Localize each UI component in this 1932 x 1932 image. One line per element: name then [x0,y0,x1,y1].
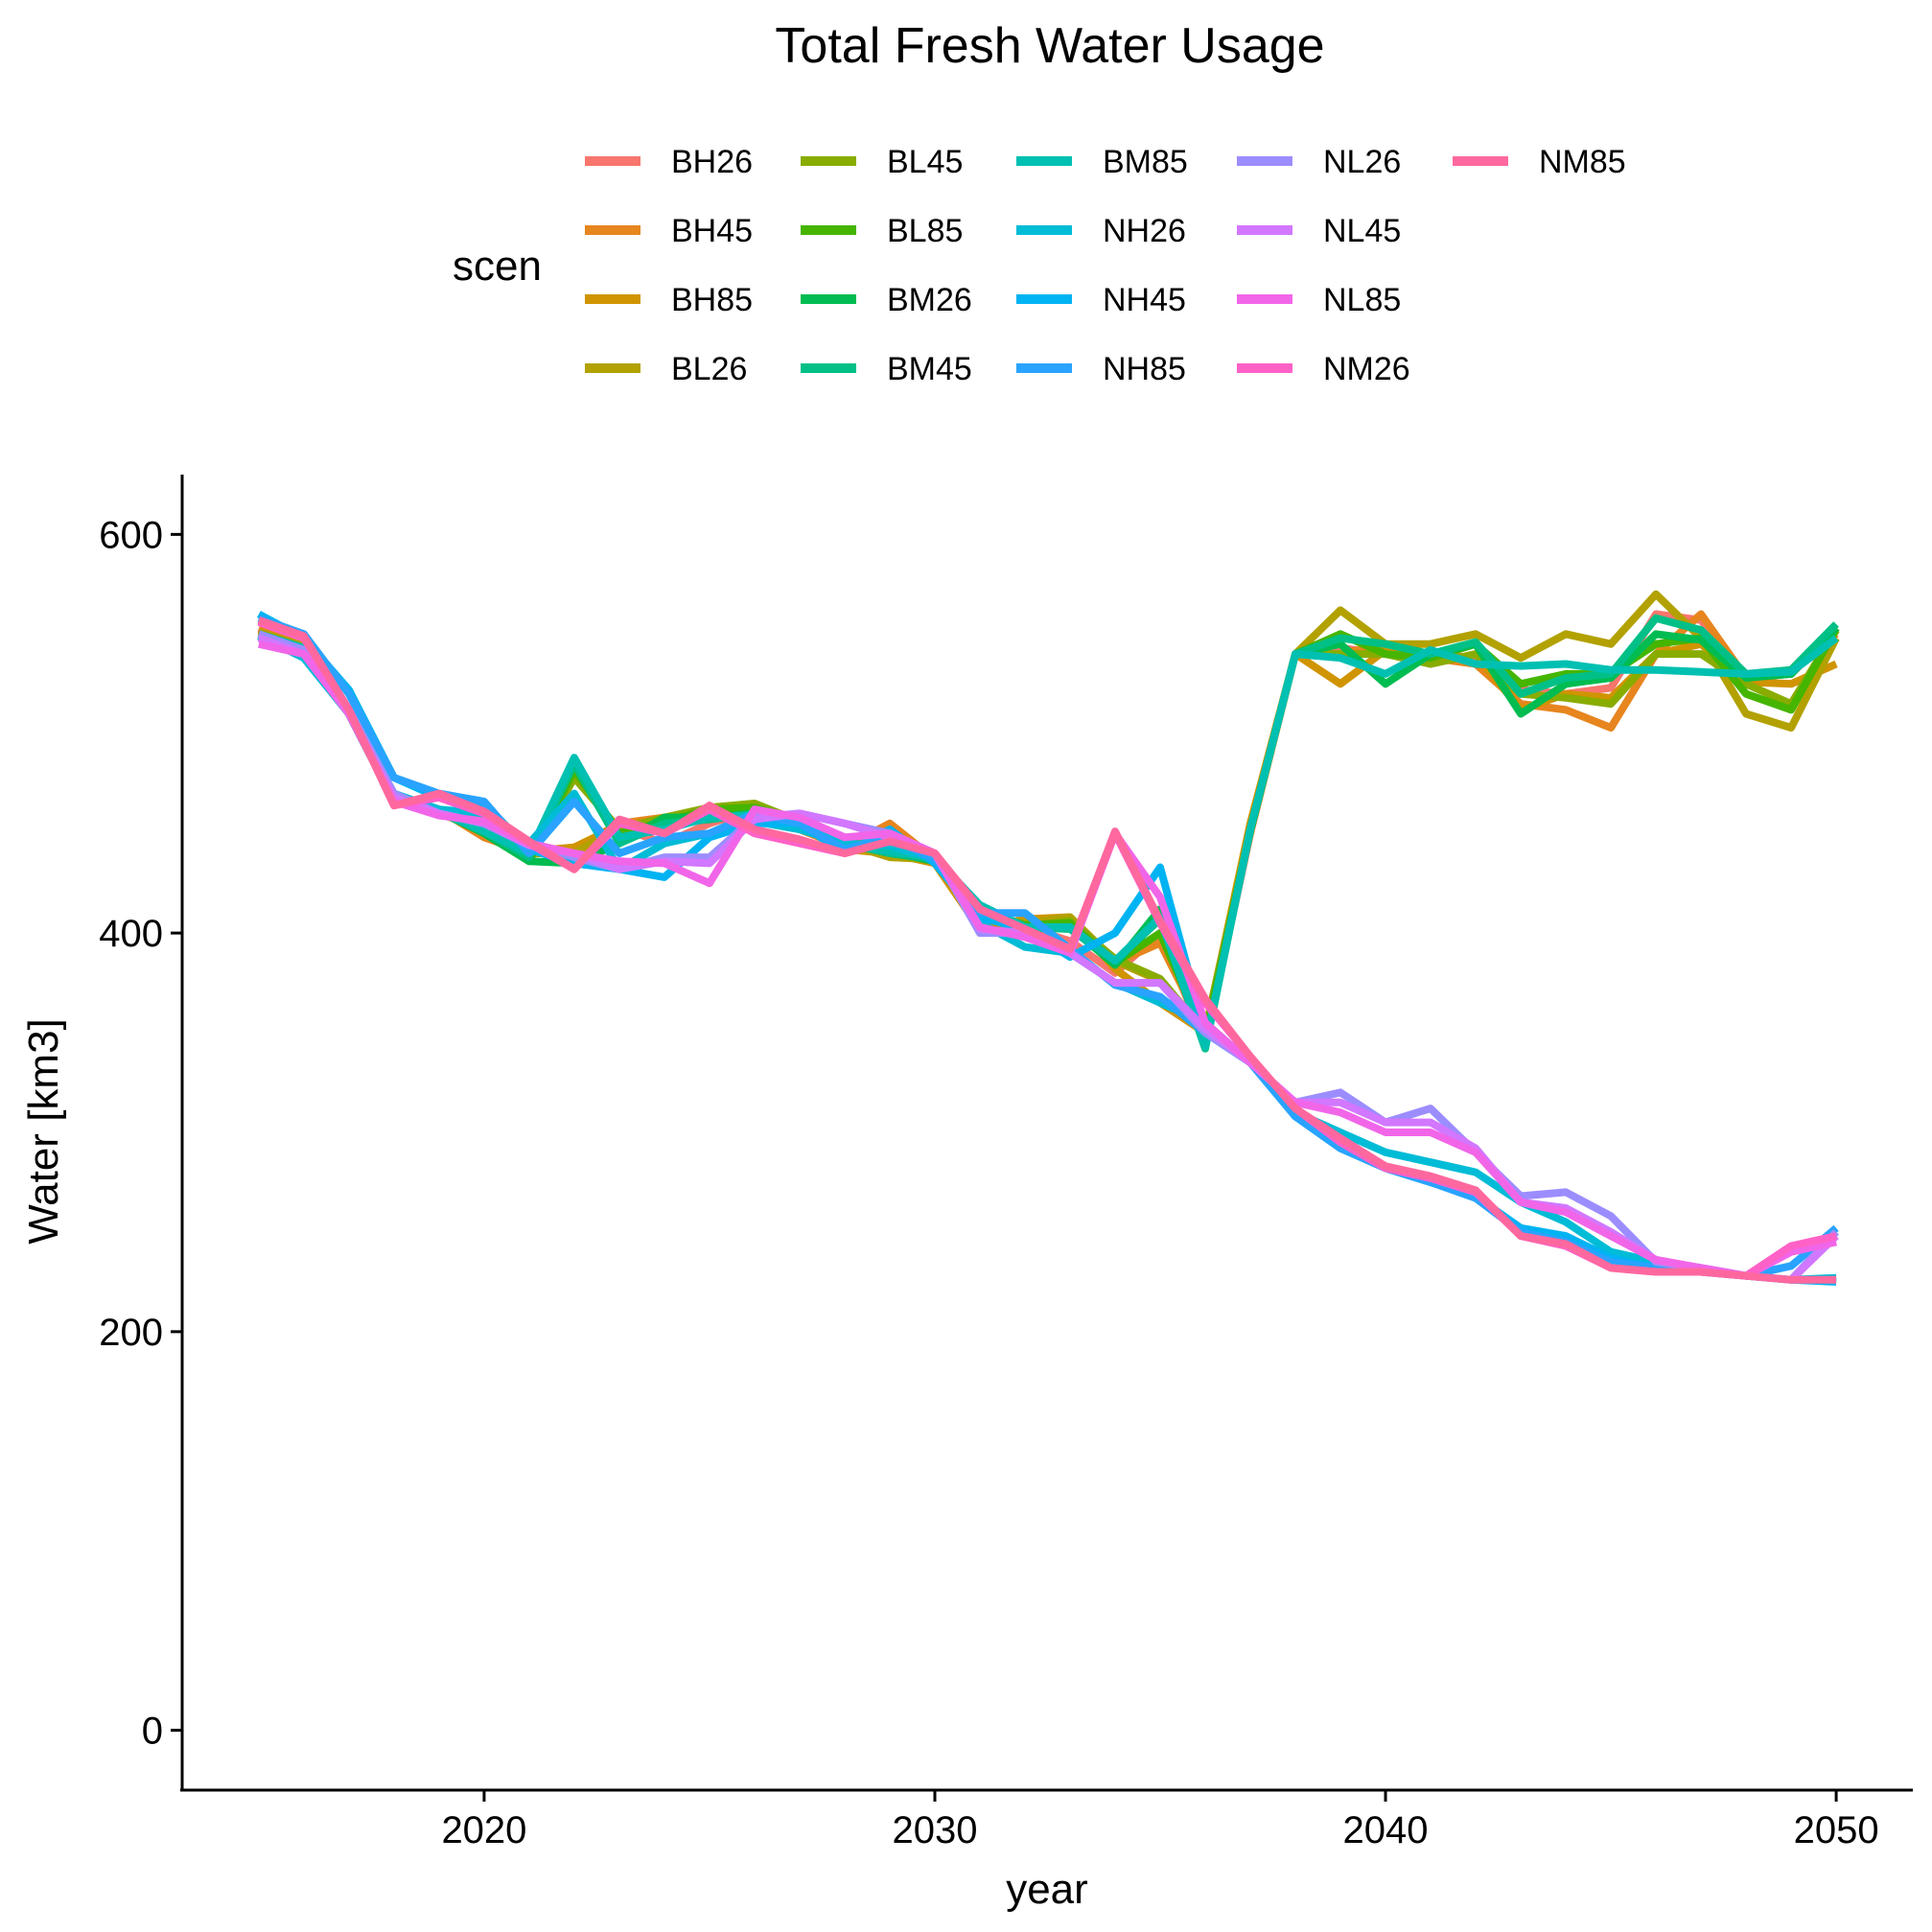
x-tick-label: 2040 [1343,1809,1429,1851]
axes [180,475,1913,1792]
series-line-nl85 [258,640,1837,1280]
plot-series [257,590,1840,1286]
y-tick-label: 400 [99,913,163,955]
legend-item-bh26: BH26 [585,144,753,180]
legend-label: BH45 [671,213,753,249]
y-tick-label: 200 [99,1312,163,1354]
legend-item-nl26: NL26 [1237,144,1401,180]
chart-title: Total Fresh Water Usage [775,18,1324,74]
legend-label: BL45 [887,144,963,180]
legend-item-nm26: NM26 [1237,351,1410,387]
legend-item-nh85: NH85 [1016,351,1186,387]
legend-item-bl26: BL26 [585,351,747,387]
legend-label: NM26 [1323,351,1410,387]
legend-item-nh26: NH26 [1016,213,1186,249]
legend-item-nl45: NL45 [1237,213,1401,249]
legend-label: NL45 [1323,213,1401,249]
x-tick-label: 2050 [1794,1809,1879,1851]
legend-item-bl85: BL85 [801,213,963,249]
x-ticks: 2020 2030 2040 2050 [441,1790,1879,1851]
x-tick-label: 2020 [441,1809,526,1851]
legend-label: BM26 [887,282,972,318]
legend-label: BM45 [887,351,972,387]
legend-item-bh45: BH45 [585,213,753,249]
legend-label: BL26 [671,351,747,387]
legend: BH26 BH45 BH85 BL26 BL45 BL85 BM26 BM45 BM85 NH26… [585,144,1626,387]
series-line-nm85 [257,617,1837,1284]
series-line-nh26 [257,632,1837,1284]
legend-item-bm26: BM26 [801,282,972,318]
series-line-nl26 [257,630,1840,1284]
legend-item-bl45: BL45 [801,144,963,180]
legend-label: NH26 [1103,213,1186,249]
legend-label: NH85 [1103,351,1186,387]
y-tick-label: 600 [99,514,163,556]
y-ticks: 0 200 400 600 [99,514,182,1753]
y-axis-title: Water [km3] [20,1018,67,1245]
x-axis-title: year [1006,1866,1088,1913]
y-tick-label: 0 [142,1711,163,1753]
legend-label: NH45 [1103,282,1186,318]
x-tick-label: 2030 [892,1809,977,1851]
series-line-nl45 [257,634,1839,1284]
legend-item-bh85: BH85 [585,282,753,318]
legend-item-nm85: NM85 [1453,144,1626,180]
legend-label: NL26 [1323,144,1401,180]
legend-item-bm85: BM85 [1016,144,1188,180]
legend-label: BM85 [1103,144,1188,180]
legend-item-bm45: BM45 [801,351,972,387]
legend-label: BL85 [887,213,963,249]
legend-label: NL85 [1323,282,1401,318]
legend-label: BH26 [671,144,753,180]
legend-item-nl85: NL85 [1237,282,1401,318]
legend-title: scen [453,243,542,290]
legend-label: BH85 [671,282,753,318]
legend-label: NM85 [1539,144,1626,180]
legend-item-nh45: NH45 [1016,282,1186,318]
